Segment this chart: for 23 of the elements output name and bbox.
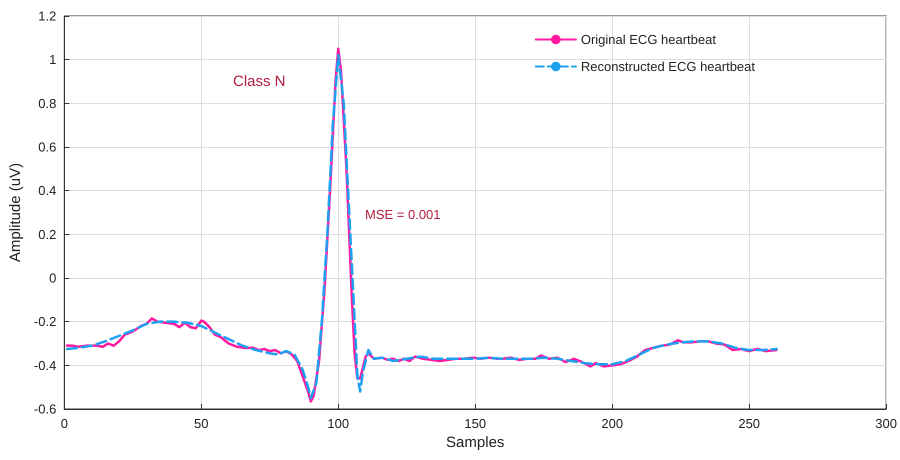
y-tick-label: -0.6 bbox=[34, 402, 56, 416]
legend-label: Reconstructed ECG heartbeat bbox=[580, 59, 756, 74]
y-tick-label: 1 bbox=[49, 52, 56, 68]
y-tick-label: 0.2 bbox=[38, 226, 56, 242]
x-tick-label: 100 bbox=[327, 416, 350, 431]
x-tick-label: 150 bbox=[464, 416, 486, 431]
y-tick-label: 0.6 bbox=[38, 140, 56, 154]
x-tick-label: 250 bbox=[738, 416, 760, 431]
y-axis-title: Amplitude (uV) bbox=[7, 162, 24, 262]
y-tick-label: 0.8 bbox=[38, 96, 56, 111]
x-tick-label: 50 bbox=[194, 416, 209, 431]
x-tick-label: 300 bbox=[875, 416, 898, 431]
annotation: MSE = 0.001 bbox=[365, 207, 441, 222]
legend-label: Original ECG heartbeat bbox=[580, 32, 716, 47]
y-tick-label: -0.4 bbox=[34, 358, 56, 373]
y-tick-label: 0 bbox=[49, 270, 56, 286]
x-tick-label: 0 bbox=[60, 416, 68, 431]
annotation: Class N bbox=[233, 73, 286, 90]
y-tick-label: 0.4 bbox=[38, 183, 56, 198]
y-tick-label: -0.2 bbox=[34, 314, 56, 330]
x-tick-label: 200 bbox=[601, 416, 624, 431]
x-axis-title: Samples bbox=[446, 434, 504, 451]
y-tick-label: 1.2 bbox=[38, 8, 56, 24]
